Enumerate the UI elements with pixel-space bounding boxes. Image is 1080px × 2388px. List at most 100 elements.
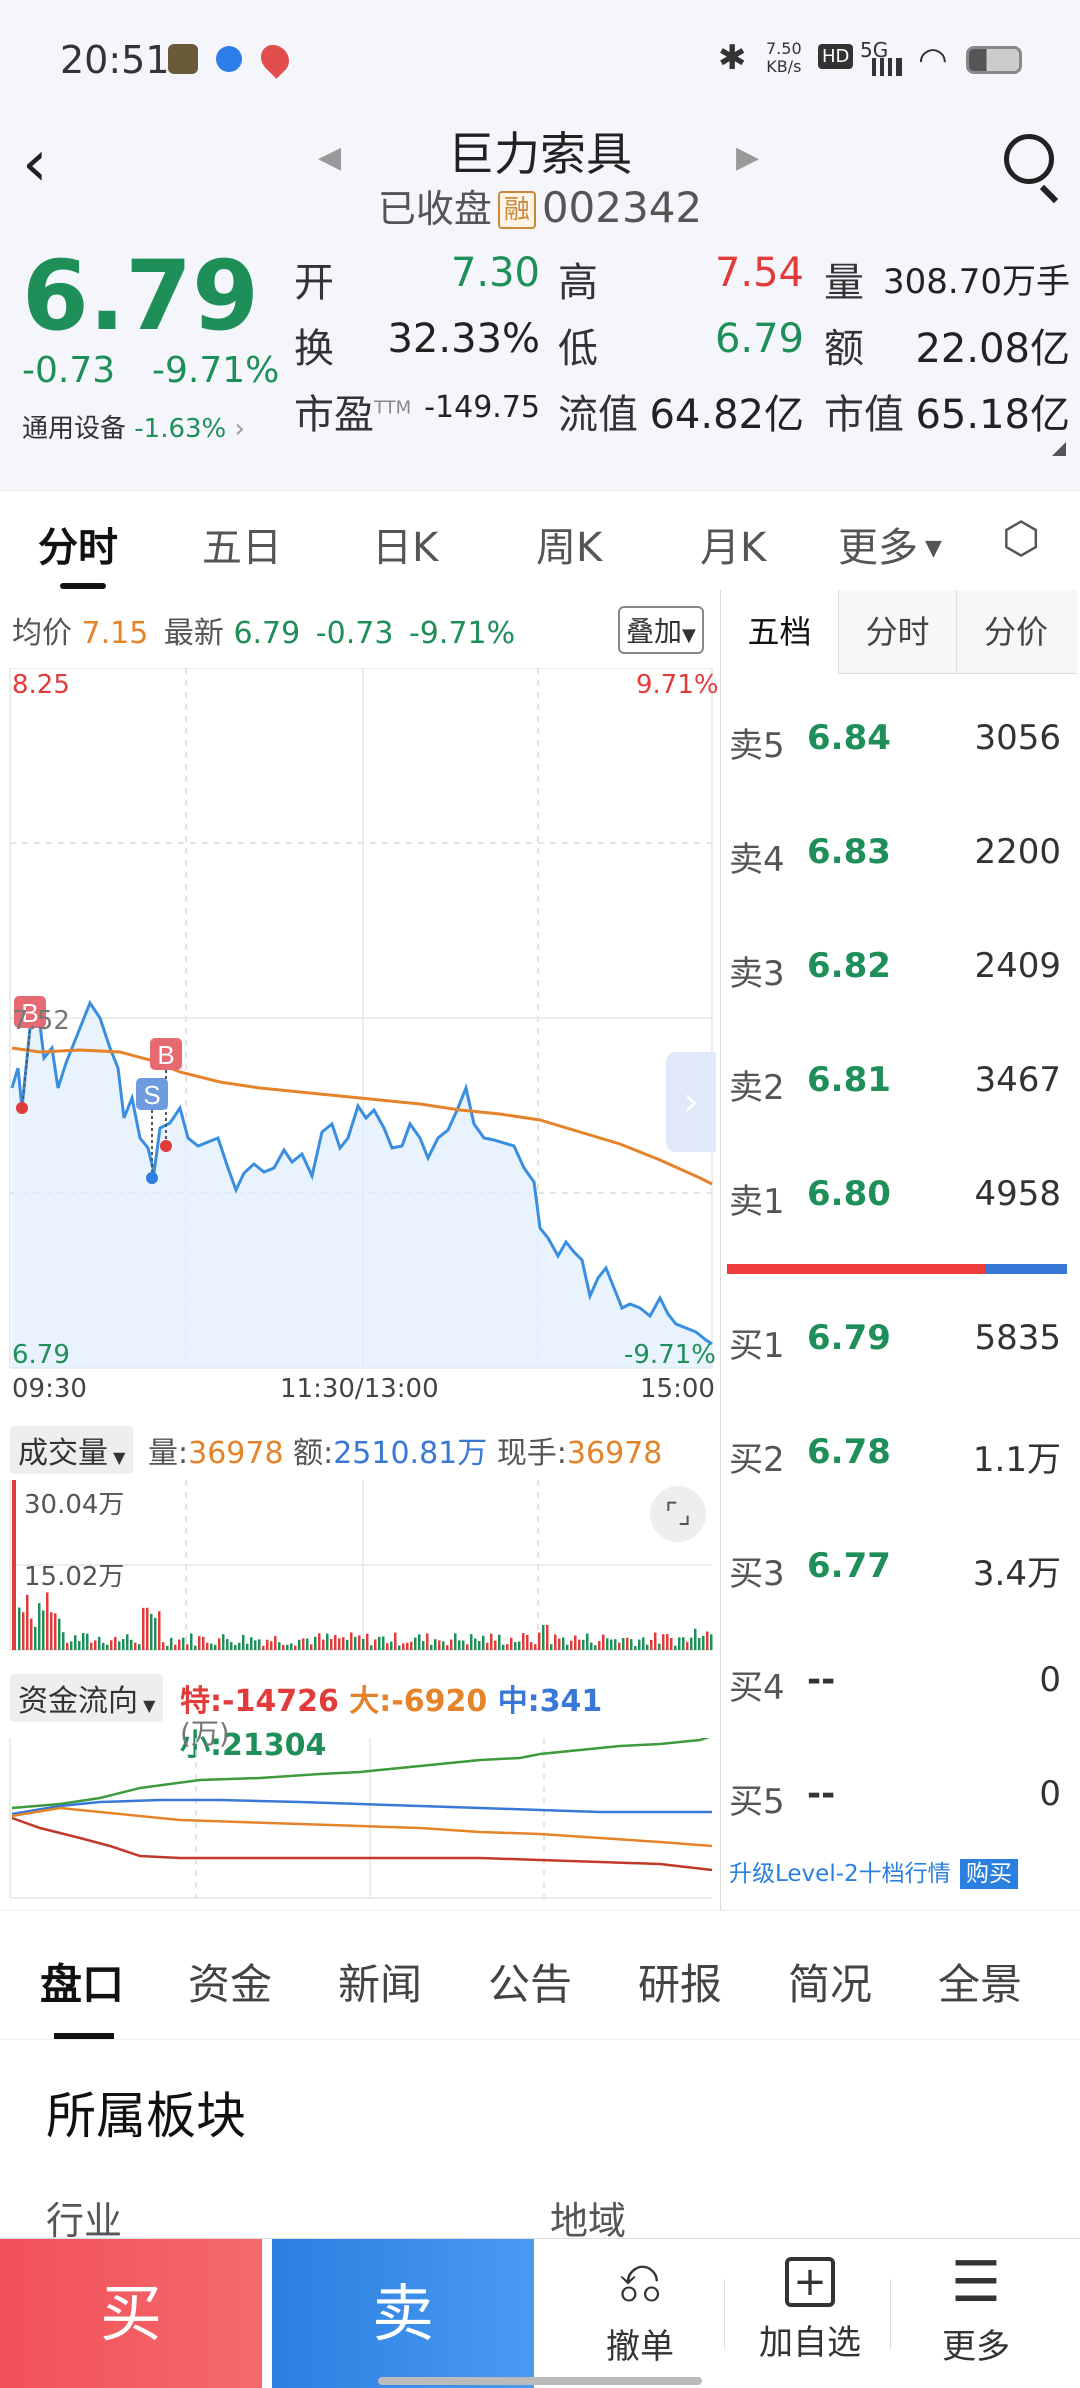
- tab-5day[interactable]: 五日: [202, 525, 282, 571]
- bid-label: 买4: [729, 1668, 785, 1708]
- divider: [724, 2279, 725, 2349]
- expand-corner-icon[interactable]: [1052, 442, 1066, 456]
- ask-price: 6.80: [807, 1174, 891, 1214]
- volume-bar: [390, 1641, 393, 1650]
- volume-bar: [210, 1643, 213, 1650]
- overlay-label: 叠加: [626, 615, 683, 648]
- search-icon[interactable]: [1004, 134, 1054, 184]
- last-label: 最新: [163, 616, 224, 651]
- tab-orderbook[interactable]: 盘口: [40, 1960, 125, 2009]
- prev-stock-icon[interactable]: ◀: [318, 140, 342, 175]
- buy-button[interactable]: 买: [0, 2239, 262, 2388]
- bid-label: 买5: [729, 1782, 785, 1822]
- volume-bar: [582, 1639, 585, 1650]
- volume-bar: [142, 1607, 145, 1650]
- tab-announcements[interactable]: 公告: [488, 1960, 573, 2009]
- expand-panel-button[interactable]: ›: [666, 1052, 716, 1152]
- sector-link[interactable]: 通用设备 -1.63% ›: [22, 408, 245, 445]
- tab-intraday[interactable]: 分时: [38, 525, 118, 571]
- volume-bar: [38, 1603, 41, 1650]
- volume-bar: [298, 1639, 301, 1650]
- hand-stat-label: 现手:: [496, 1436, 567, 1471]
- volume-bar: [234, 1645, 237, 1650]
- purchase-button[interactable]: 购买: [959, 1859, 1018, 1889]
- volume-bar: [658, 1643, 661, 1650]
- plus-square-icon: +: [785, 2257, 835, 2307]
- bid-row-4: 买4 -- 0: [721, 1660, 1061, 1720]
- da-value: -6920: [391, 1684, 488, 1719]
- price-change: -0.73: [22, 350, 116, 391]
- volume-bar: [30, 1618, 33, 1650]
- volume-bar: [462, 1640, 465, 1650]
- volume-bar: [598, 1641, 601, 1650]
- volume-bar: [334, 1634, 337, 1650]
- price-chart[interactable]: B B S: [0, 668, 720, 1408]
- volume-bar: [506, 1644, 509, 1650]
- stock-subtitle: 已收盘融 002342: [0, 178, 1080, 233]
- upgrade-link[interactable]: 升级Level-2十档行情: [729, 1861, 951, 1887]
- tab-daily-k[interactable]: 日K: [372, 525, 439, 571]
- volume-bar: [662, 1634, 665, 1650]
- fund-flow-selector[interactable]: 资金流向 ▼: [10, 1674, 164, 1722]
- volume-bar: [306, 1638, 309, 1650]
- volume-bar: [498, 1634, 501, 1650]
- volume-bar: [602, 1634, 605, 1650]
- mktcap-value: 65.18亿: [915, 392, 1070, 438]
- amount-label: 额: [824, 326, 864, 372]
- ask-label: 卖2: [729, 1068, 785, 1108]
- flow-large-line: [11, 1806, 713, 1848]
- volume-bar: [34, 1626, 37, 1650]
- volume-bar: [62, 1632, 65, 1650]
- ask-vol: 2409: [974, 946, 1061, 986]
- tab-monthly-k[interactable]: 月K: [700, 525, 767, 571]
- tab-weekly-k[interactable]: 周K: [536, 525, 603, 571]
- volume-bar: [626, 1637, 629, 1650]
- volume-bar: [206, 1642, 209, 1650]
- tab-news[interactable]: 新闻: [338, 1960, 423, 2009]
- tab-overview[interactable]: 全景: [938, 1960, 1023, 2009]
- amt-stat-value: 2510.81万: [333, 1436, 488, 1471]
- volume-bar: [338, 1638, 341, 1650]
- axis-bottom-pct: -9.71%: [624, 1340, 716, 1370]
- volume-selector[interactable]: 成交量 ▼: [10, 1426, 134, 1474]
- volume-bar: [54, 1613, 57, 1650]
- ask-vol: 4958: [974, 1174, 1061, 1214]
- fullscreen-icon[interactable]: ⌜⌟: [650, 1486, 706, 1542]
- next-stock-icon[interactable]: ▶: [736, 140, 760, 175]
- sell-button[interactable]: 卖: [272, 2239, 534, 2388]
- tab-more[interactable]: 更多 ▼: [838, 515, 942, 573]
- volume-chart[interactable]: [0, 1480, 720, 1660]
- price-line: [10, 999, 713, 1346]
- volume-bars: [18, 1592, 713, 1650]
- bid-vol: 0: [1039, 1660, 1061, 1700]
- volume-bar: [574, 1635, 577, 1650]
- volume-bar: [382, 1636, 385, 1650]
- tab-research[interactable]: 研报: [638, 1960, 723, 2009]
- volume-bar: [378, 1636, 381, 1650]
- volume-bar: [430, 1644, 433, 1650]
- overlay-button[interactable]: 叠加▼: [618, 606, 704, 654]
- ask-label: 卖4: [729, 840, 785, 880]
- turnover-label: 换: [294, 326, 334, 372]
- tab-five-level[interactable]: 五档: [721, 590, 839, 674]
- volume-bar: [466, 1644, 469, 1650]
- back-icon[interactable]: ‹: [22, 127, 48, 201]
- fund-flow-chart[interactable]: [0, 1738, 720, 1908]
- open-value: 7.30: [450, 250, 540, 296]
- fund-flow-header: 资金流向 ▼ 特:-14726 大:-6920 中:341 小:21304 (万…: [0, 1668, 720, 1763]
- bid-vol: 0: [1039, 1774, 1061, 1814]
- ask-row-3: 卖3 6.82 2409: [721, 946, 1061, 1006]
- te-value: -14726: [222, 1684, 339, 1719]
- volume-bar: [454, 1633, 457, 1650]
- more-button[interactable]: ☰ 更多: [916, 2247, 1036, 2387]
- region-label: 地域: [550, 2199, 627, 2243]
- tab-tick[interactable]: 分时: [839, 590, 957, 674]
- tab-funds[interactable]: 资金: [188, 1960, 273, 2009]
- tab-price-dist[interactable]: 分价: [983, 613, 1048, 651]
- cancel-order-button[interactable]: ⎌ 撤单: [580, 2247, 700, 2387]
- order-book-panel: 五档 分时 分价 卖5 6.84 3056 卖4 6.83 2200 卖3 6.…: [720, 590, 1080, 1910]
- settings-hex-icon[interactable]: ⬡: [1002, 513, 1041, 564]
- add-watchlist-button[interactable]: + 加自选: [745, 2247, 875, 2387]
- bid-vol: 3.4万: [972, 1554, 1061, 1594]
- tab-profile[interactable]: 简况: [788, 1960, 873, 2009]
